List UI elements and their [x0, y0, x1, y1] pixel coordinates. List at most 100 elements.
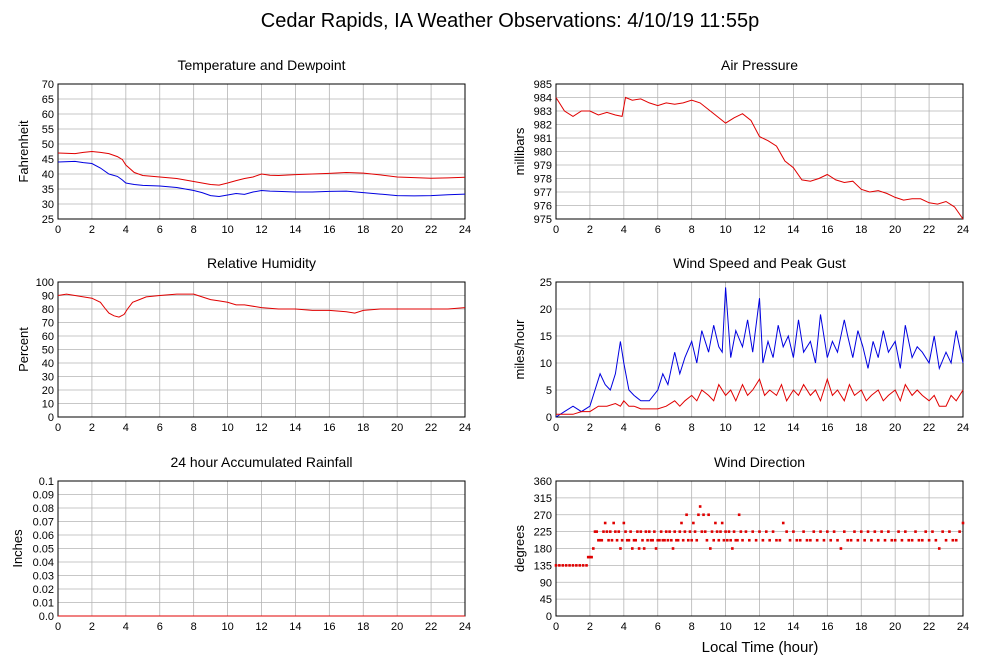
data-point — [649, 538, 653, 542]
y-tick-label: 10 — [42, 399, 54, 411]
y-tick-label: 978 — [534, 174, 552, 186]
y-tick-label: 50 — [42, 345, 54, 357]
series-line-1 — [57, 160, 466, 198]
data-point — [698, 505, 702, 508]
data-point — [668, 530, 671, 533]
data-point — [631, 547, 634, 550]
data-point — [829, 538, 833, 542]
x-tick-label: 8 — [191, 422, 197, 434]
y-tick-label: 0.05 — [33, 544, 54, 556]
y-axis-label: Fahrenheit — [16, 120, 31, 183]
data-point — [614, 530, 617, 533]
data-point — [812, 530, 816, 533]
data-point — [729, 538, 732, 542]
chart-title: Air Pressure — [721, 57, 798, 73]
data-point — [661, 538, 665, 542]
data-point — [819, 530, 822, 533]
data-point — [832, 530, 836, 533]
y-tick-label: 45 — [42, 154, 54, 166]
y-tick-label: 975 — [534, 214, 552, 226]
data-point — [853, 530, 856, 533]
x-tick-label: 10 — [221, 422, 233, 434]
data-point — [697, 513, 700, 517]
x-tick-label: 0 — [553, 422, 559, 434]
x-tick-label: 24 — [957, 621, 969, 633]
x-tick-label: 16 — [323, 621, 335, 633]
data-point — [575, 564, 578, 567]
data-point — [654, 547, 658, 550]
y-tick-label: 315 — [534, 493, 552, 505]
y-axis-label: Inches — [10, 529, 25, 568]
y-tick-label: 55 — [42, 124, 54, 136]
data-point — [627, 538, 631, 542]
x-tick-label: 16 — [821, 422, 833, 434]
y-tick-label: 5 — [546, 385, 552, 397]
x-tick-label: 10 — [719, 422, 731, 434]
data-point — [744, 530, 748, 533]
plot-frame — [57, 83, 466, 220]
data-point — [595, 530, 598, 533]
x-tick-label: 2 — [89, 224, 95, 236]
data-point — [666, 538, 670, 542]
x-tick-label: 18 — [357, 422, 369, 434]
data-point — [826, 530, 829, 533]
data-point — [558, 564, 561, 567]
y-axis-label: degrees — [512, 525, 527, 572]
y-tick-label: 981 — [534, 133, 552, 145]
data-point — [554, 564, 558, 567]
data-point — [647, 530, 651, 533]
data-point — [792, 530, 795, 533]
y-tick-label: 50 — [42, 139, 54, 151]
data-point — [585, 564, 588, 567]
data-point — [897, 530, 900, 533]
data-point — [866, 530, 870, 533]
data-point — [659, 530, 663, 533]
data-point — [924, 530, 927, 533]
data-point — [724, 530, 727, 533]
data-point — [625, 538, 629, 542]
y-tick-label: 0 — [48, 412, 54, 424]
x-tick-label: 24 — [957, 422, 969, 434]
data-point — [890, 538, 894, 542]
data-point — [907, 538, 911, 542]
y-tick-label: 65 — [42, 94, 54, 106]
data-point — [961, 521, 965, 525]
x-tick-label: 18 — [357, 621, 369, 633]
data-point — [653, 530, 656, 533]
y-tick-label: 70 — [42, 79, 54, 91]
y-tick-label: 360 — [534, 476, 552, 488]
data-point — [709, 547, 712, 550]
data-point — [610, 538, 614, 542]
x-tick-label: 22 — [923, 621, 935, 633]
y-tick-label: 70 — [42, 318, 54, 330]
x-tick-label: 0 — [553, 621, 559, 633]
y-tick-label: 0.1 — [39, 476, 54, 488]
data-point — [676, 538, 680, 542]
series-line-0 — [555, 287, 964, 418]
data-point — [671, 547, 675, 550]
data-point — [863, 538, 866, 542]
data-point — [802, 530, 805, 533]
data-point — [715, 530, 719, 533]
data-point — [822, 538, 826, 542]
data-point — [705, 538, 709, 542]
data-point — [859, 530, 863, 533]
x-tick-label: 6 — [655, 224, 661, 236]
data-point — [751, 530, 755, 533]
x-tick-label: 2 — [587, 224, 593, 236]
y-axis-label: millibars — [512, 127, 527, 175]
data-point — [731, 547, 734, 550]
x-tick-label: 6 — [157, 422, 163, 434]
x-tick-label: 20 — [889, 224, 901, 236]
data-point — [620, 538, 624, 542]
data-point — [605, 530, 609, 533]
data-point — [904, 530, 907, 533]
data-point — [781, 521, 785, 525]
data-point — [748, 538, 751, 542]
x-tick-label: 24 — [459, 224, 471, 236]
data-point — [634, 538, 638, 542]
data-point — [719, 530, 722, 533]
chart-title: Wind Speed and Peak Gust — [673, 255, 846, 271]
